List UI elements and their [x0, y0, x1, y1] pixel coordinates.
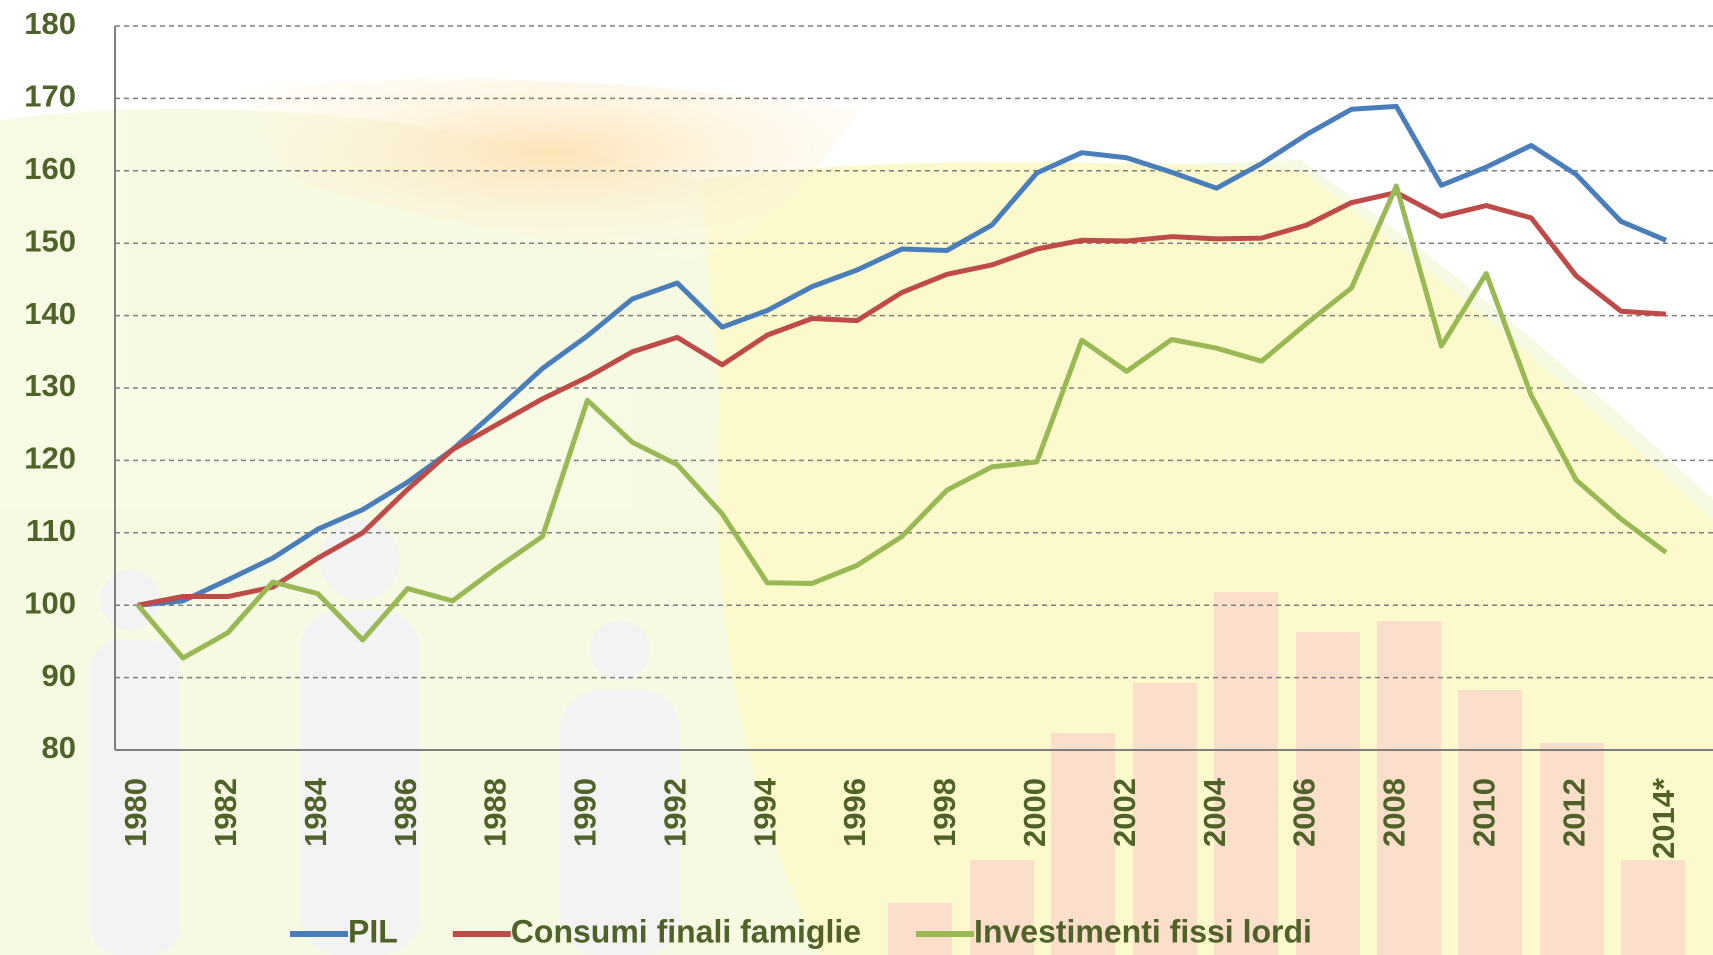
x-tick-label: 2008 [1377, 778, 1412, 847]
x-tick-label: 1996 [837, 778, 872, 847]
legend-label: PIL [348, 913, 398, 949]
legend-item: Consumi finali famiglie [453, 913, 861, 949]
x-tick-label: 1990 [568, 778, 603, 847]
y-tick-label: 170 [24, 79, 76, 114]
y-tick-label: 150 [24, 223, 76, 258]
y-tick-label: 140 [24, 296, 76, 331]
y-tick-label: 90 [42, 658, 76, 693]
y-tick-label: 120 [24, 441, 76, 476]
x-tick-label: 1988 [478, 778, 513, 847]
legend-label: Investimenti fissi lordi [974, 913, 1312, 949]
x-tick-label: 1984 [298, 777, 333, 847]
y-tick-label: 180 [24, 6, 76, 41]
x-tick-label: 2004 [1197, 777, 1232, 847]
x-tick-label: 2002 [1107, 778, 1142, 847]
x-tick-label: 2006 [1287, 778, 1322, 847]
y-tick-label: 100 [24, 585, 76, 620]
y-tick-label: 160 [24, 151, 76, 186]
x-tick-label: 1986 [388, 778, 423, 847]
y-tick-label: 80 [42, 730, 76, 765]
chart: 80 90 100 110 120 130 140 150 160 170 180 1980 1982 1… [0, 0, 1713, 955]
x-tick-label: 1992 [657, 778, 692, 847]
x-tick-label: 1982 [208, 778, 243, 847]
legend-item: Investimenti fissi lordi [916, 913, 1312, 949]
x-tick-label: 1994 [747, 777, 782, 847]
y-tick-label: 110 [26, 513, 76, 548]
x-tick-label: 1998 [927, 778, 962, 847]
x-tick-label: 1980 [118, 778, 153, 847]
x-tick-label: 2000 [1017, 778, 1052, 847]
legend-label: Consumi finali famiglie [511, 913, 861, 949]
x-tick-label: 2014* [1646, 777, 1681, 859]
x-tick-label: 2012 [1556, 778, 1591, 847]
y-tick-label: 130 [24, 368, 76, 403]
x-tick-label: 2010 [1466, 778, 1501, 847]
